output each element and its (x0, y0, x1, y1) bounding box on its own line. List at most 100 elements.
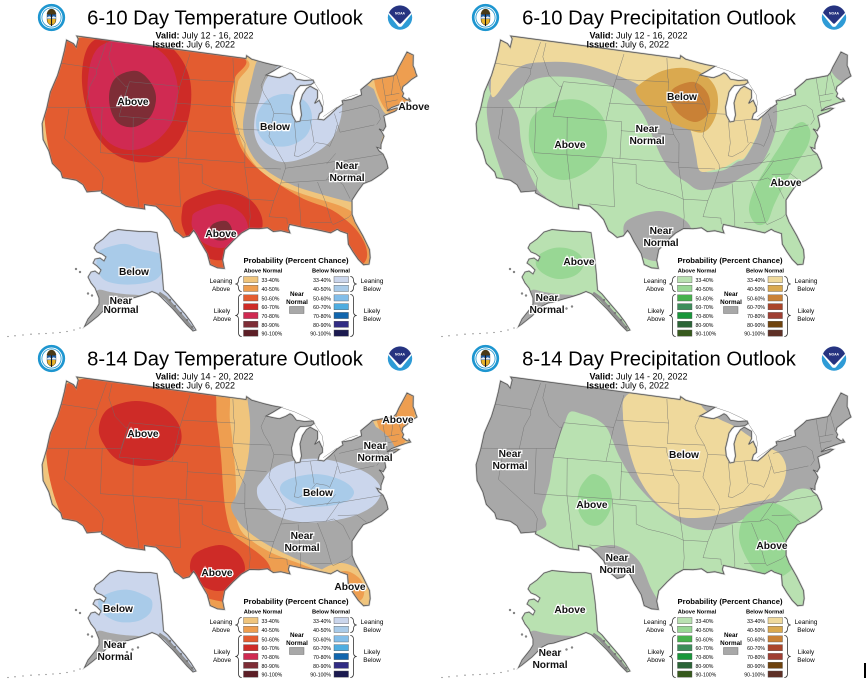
svg-text:50-60%: 50-60% (696, 296, 714, 302)
svg-text:8-14 Day Temperature Outlook: 8-14 Day Temperature Outlook (87, 349, 364, 371)
svg-text:60-70%: 60-70% (313, 305, 331, 311)
svg-text:Above: Above (770, 178, 801, 189)
svg-text:50-60%: 50-60% (262, 296, 280, 302)
svg-text:Near: Near (499, 449, 522, 460)
svg-text:Below: Below (797, 657, 815, 664)
svg-text:Normal: Normal (357, 453, 392, 464)
svg-text:Below: Below (363, 627, 381, 634)
svg-text:Normal: Normal (329, 173, 364, 184)
svg-text:Below Normal: Below Normal (312, 269, 350, 275)
svg-text:Above: Above (213, 316, 232, 323)
svg-text:40-50%: 40-50% (262, 628, 280, 634)
svg-text:Above: Above (213, 657, 232, 664)
svg-text:33-40%: 33-40% (262, 619, 280, 625)
svg-text:Near: Near (536, 293, 559, 304)
svg-text:Normal: Normal (629, 136, 664, 147)
svg-text:Above: Above (647, 316, 666, 323)
svg-text:Leaning: Leaning (644, 619, 667, 626)
svg-text:80-90%: 80-90% (747, 323, 765, 329)
svg-text:90-100%: 90-100% (696, 332, 717, 338)
svg-text:Near: Near (104, 640, 127, 651)
svg-text:60-70%: 60-70% (696, 646, 714, 652)
svg-text:Below: Below (363, 316, 381, 323)
svg-text:Above: Above (201, 568, 232, 579)
svg-text:90-100%: 90-100% (744, 673, 765, 679)
svg-text:Leaning: Leaning (210, 619, 233, 626)
svg-text:Above: Above (117, 97, 148, 108)
svg-text:6-10 Day Precipitation Outlook: 6-10 Day Precipitation Outlook (522, 8, 797, 30)
svg-text:70-80%: 70-80% (747, 655, 765, 661)
svg-text:90-100%: 90-100% (310, 673, 331, 679)
svg-text:33-40%: 33-40% (696, 619, 714, 625)
svg-text:Near: Near (724, 632, 739, 639)
svg-text:Near: Near (636, 124, 659, 135)
svg-text:6-10 Day Temperature Outlook: 6-10 Day Temperature Outlook (87, 8, 364, 30)
svg-text:Valid: July 14 - 20, 2022: Valid: July 14 - 20, 2022 (590, 372, 688, 382)
svg-text:Probability (Percent Chance): Probability (Percent Chance) (677, 256, 783, 265)
svg-text:Normal: Normal (284, 543, 319, 554)
svg-text:NOAA: NOAA (395, 12, 406, 16)
svg-text:Issued: July 6, 2022: Issued: July 6, 2022 (587, 381, 670, 391)
svg-text:60-70%: 60-70% (696, 305, 714, 311)
svg-text:Near: Near (110, 296, 133, 307)
svg-text:Issued: July 6, 2022: Issued: July 6, 2022 (153, 381, 236, 391)
svg-text:Normal: Normal (286, 299, 308, 306)
svg-text:40-50%: 40-50% (313, 628, 331, 634)
svg-text:Above: Above (212, 286, 231, 293)
svg-text:70-80%: 70-80% (747, 314, 765, 320)
svg-text:Above: Above (646, 627, 665, 634)
svg-text:Probability (Percent Chance): Probability (Percent Chance) (243, 597, 349, 606)
svg-text:70-80%: 70-80% (696, 314, 714, 320)
svg-text:Near: Near (650, 226, 673, 237)
svg-text:80-90%: 80-90% (262, 323, 280, 329)
svg-text:NOAA: NOAA (829, 353, 840, 357)
svg-text:Below: Below (363, 657, 381, 664)
svg-text:Leaning: Leaning (361, 278, 384, 285)
svg-text:Valid: July 14 - 20, 2022: Valid: July 14 - 20, 2022 (156, 372, 254, 382)
svg-text:90-100%: 90-100% (744, 332, 765, 338)
svg-text:60-70%: 60-70% (313, 646, 331, 652)
svg-text:Valid: July 12 - 16, 2022: Valid: July 12 - 16, 2022 (156, 31, 254, 41)
svg-text:Issued: July 6, 2022: Issued: July 6, 2022 (587, 40, 670, 50)
svg-text:Probability (Percent Chance): Probability (Percent Chance) (243, 256, 349, 265)
svg-text:33-40%: 33-40% (313, 619, 331, 625)
svg-text:40-50%: 40-50% (696, 628, 714, 634)
svg-text:Above Normal: Above Normal (678, 610, 717, 616)
svg-text:Likely: Likely (648, 649, 665, 656)
svg-text:Normal: Normal (599, 565, 634, 576)
svg-text:80-90%: 80-90% (313, 323, 331, 329)
svg-text:Below: Below (797, 286, 815, 293)
svg-text:Above: Above (756, 541, 787, 552)
svg-text:Above Normal: Above Normal (244, 610, 283, 616)
svg-text:70-80%: 70-80% (313, 655, 331, 661)
svg-text:50-60%: 50-60% (313, 637, 331, 643)
svg-text:Normal: Normal (529, 305, 564, 316)
svg-text:80-90%: 80-90% (262, 664, 280, 670)
svg-text:Likely: Likely (798, 649, 815, 656)
svg-text:Below: Below (667, 92, 697, 103)
svg-text:40-50%: 40-50% (747, 287, 765, 293)
svg-text:Issued: July 6, 2022: Issued: July 6, 2022 (153, 40, 236, 50)
svg-text:Likely: Likely (798, 308, 815, 315)
svg-text:50-60%: 50-60% (313, 296, 331, 302)
svg-text:Below Normal: Below Normal (746, 610, 784, 616)
svg-text:Above: Above (576, 500, 607, 511)
svg-text:Above: Above (554, 605, 585, 616)
svg-text:50-60%: 50-60% (747, 637, 765, 643)
svg-text:Normal: Normal (720, 640, 742, 647)
svg-text:33-40%: 33-40% (313, 278, 331, 284)
svg-text:Valid: July 12 - 16, 2022: Valid: July 12 - 16, 2022 (590, 31, 688, 41)
svg-text:Normal: Normal (532, 660, 567, 671)
svg-text:80-90%: 80-90% (696, 664, 714, 670)
svg-text:Normal: Normal (97, 652, 132, 663)
svg-text:70-80%: 70-80% (313, 314, 331, 320)
svg-text:Above Normal: Above Normal (678, 269, 717, 275)
svg-text:Above Normal: Above Normal (244, 269, 283, 275)
svg-text:Below: Below (303, 488, 333, 499)
svg-text:Above: Above (647, 657, 666, 664)
svg-text:Below: Below (797, 316, 815, 323)
svg-text:33-40%: 33-40% (262, 278, 280, 284)
svg-text:8-14 Day Precipitation Outlook: 8-14 Day Precipitation Outlook (522, 349, 797, 371)
svg-text:33-40%: 33-40% (747, 619, 765, 625)
svg-text:50-60%: 50-60% (747, 296, 765, 302)
